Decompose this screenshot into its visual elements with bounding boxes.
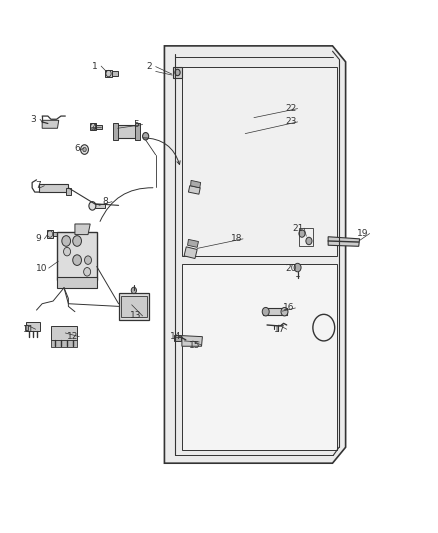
Circle shape — [83, 148, 86, 152]
Text: 16: 16 — [283, 303, 295, 312]
Text: 14: 14 — [170, 332, 181, 341]
Text: 13: 13 — [130, 311, 142, 320]
Circle shape — [85, 256, 92, 264]
Polygon shape — [263, 308, 287, 316]
Circle shape — [281, 308, 288, 316]
Polygon shape — [42, 120, 59, 128]
Circle shape — [262, 308, 269, 316]
Text: 9: 9 — [35, 235, 41, 244]
Text: 22: 22 — [286, 104, 297, 113]
Text: 17: 17 — [274, 325, 286, 334]
Text: 12: 12 — [67, 332, 78, 341]
Circle shape — [89, 201, 96, 210]
Polygon shape — [121, 296, 147, 317]
Circle shape — [64, 247, 71, 256]
Circle shape — [62, 236, 71, 246]
Polygon shape — [66, 188, 71, 195]
Text: 8: 8 — [102, 197, 108, 206]
Polygon shape — [96, 125, 102, 130]
Text: 15: 15 — [189, 341, 201, 350]
Text: 7: 7 — [35, 181, 41, 190]
Polygon shape — [26, 322, 40, 332]
Text: 2: 2 — [146, 62, 152, 71]
Polygon shape — [187, 239, 198, 247]
Circle shape — [175, 69, 180, 76]
Text: 11: 11 — [23, 325, 35, 334]
Polygon shape — [51, 340, 77, 348]
Polygon shape — [51, 326, 77, 340]
Polygon shape — [164, 46, 346, 463]
Text: 3: 3 — [31, 115, 36, 124]
Polygon shape — [57, 232, 97, 280]
Text: 19: 19 — [357, 229, 369, 238]
Polygon shape — [135, 123, 141, 140]
Circle shape — [81, 145, 88, 155]
Polygon shape — [95, 204, 106, 208]
Polygon shape — [117, 125, 136, 138]
Circle shape — [84, 268, 91, 276]
Polygon shape — [182, 67, 337, 256]
Text: 5: 5 — [133, 120, 139, 129]
Polygon shape — [182, 264, 337, 450]
Polygon shape — [328, 237, 360, 246]
Polygon shape — [39, 184, 68, 192]
Text: 23: 23 — [285, 117, 297, 126]
Text: 1: 1 — [92, 62, 97, 70]
Circle shape — [73, 255, 81, 265]
Text: 4: 4 — [92, 123, 97, 132]
Polygon shape — [184, 247, 197, 259]
Polygon shape — [106, 70, 112, 77]
Polygon shape — [112, 71, 118, 76]
Polygon shape — [182, 336, 202, 346]
Polygon shape — [53, 232, 59, 236]
Polygon shape — [47, 230, 53, 238]
Polygon shape — [188, 185, 200, 194]
Polygon shape — [57, 277, 97, 288]
Polygon shape — [75, 224, 90, 235]
Polygon shape — [113, 123, 118, 140]
Circle shape — [143, 133, 149, 140]
Polygon shape — [90, 123, 96, 131]
Polygon shape — [174, 335, 180, 341]
Circle shape — [73, 236, 81, 246]
Text: 6: 6 — [74, 144, 80, 153]
Polygon shape — [173, 67, 182, 78]
Text: 21: 21 — [292, 224, 303, 233]
Circle shape — [299, 230, 305, 237]
Polygon shape — [25, 325, 28, 330]
Text: 10: 10 — [36, 264, 48, 272]
Polygon shape — [119, 293, 149, 320]
Circle shape — [294, 263, 301, 272]
Polygon shape — [191, 180, 201, 188]
Circle shape — [131, 287, 137, 294]
Text: 18: 18 — [231, 235, 242, 244]
Circle shape — [306, 237, 312, 245]
Text: 20: 20 — [285, 264, 297, 272]
